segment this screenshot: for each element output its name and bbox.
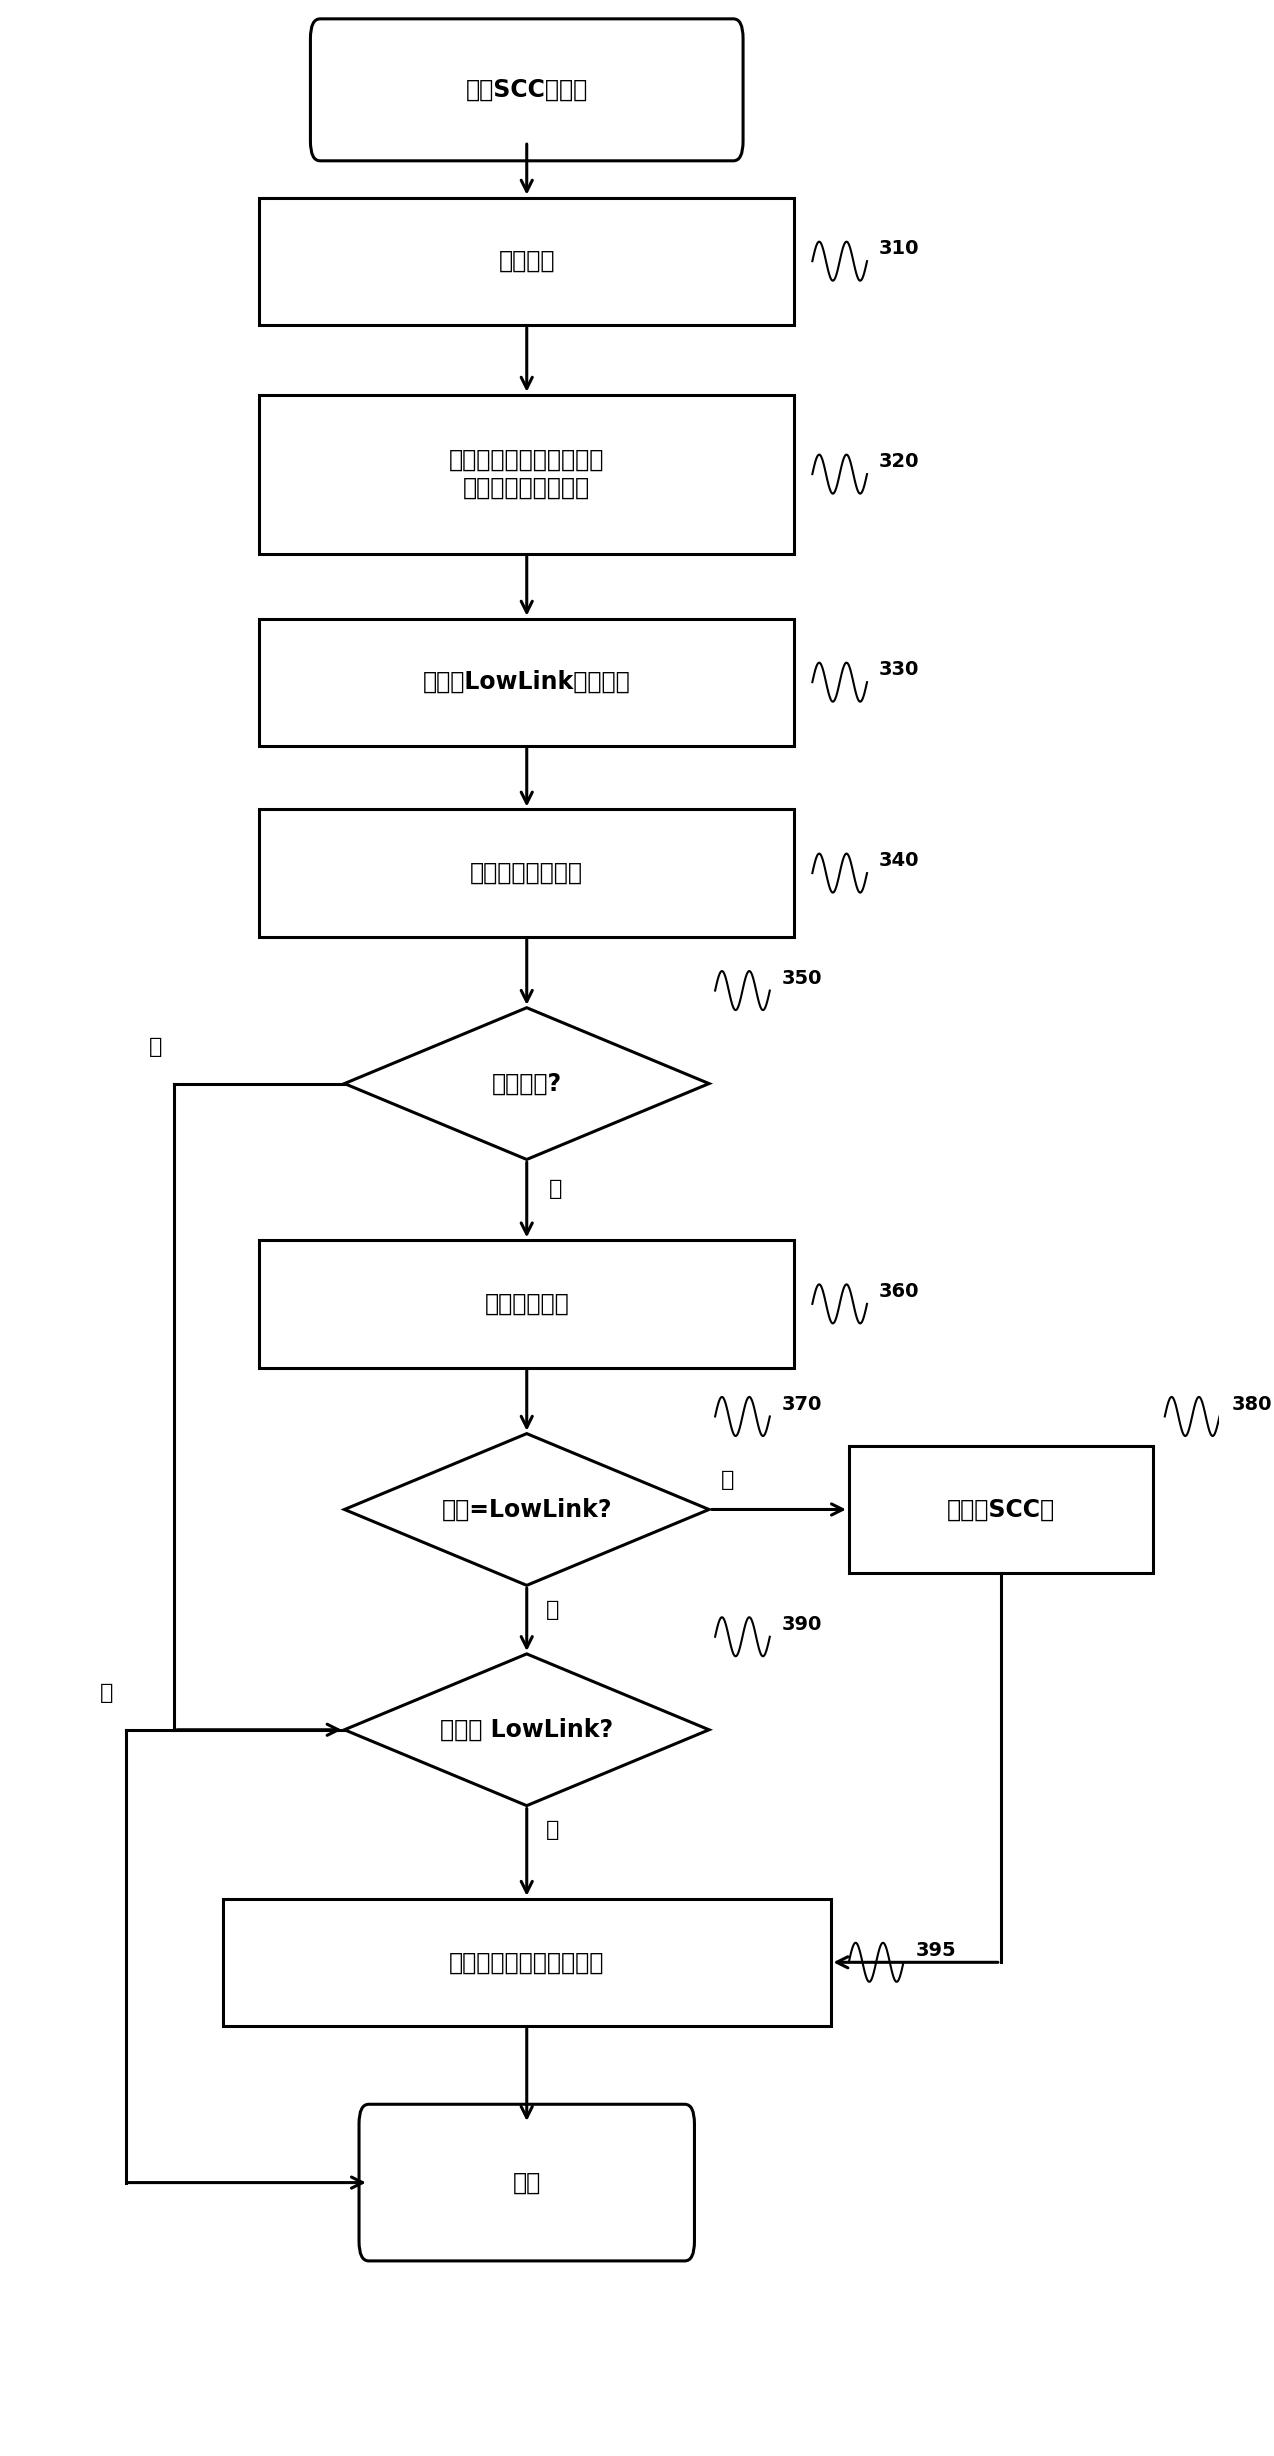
Text: 否: 否	[547, 1599, 559, 1621]
Bar	[848, 1447, 1153, 1574]
Text: 派生节点?: 派生节点?	[492, 1071, 562, 1095]
Text: 处理派生节点: 处理派生节点	[484, 1292, 569, 1316]
Text: 是: 是	[721, 1471, 735, 1491]
Polygon shape	[344, 1434, 710, 1587]
Text: 节点是SCC根: 节点是SCC根	[947, 1498, 1055, 1520]
Text: 将索引设置为下一个索引
（递增下一个索引）: 将索引设置为下一个索引 （递增下一个索引）	[448, 447, 604, 501]
Text: 索引=LowLink?: 索引=LowLink?	[442, 1498, 612, 1520]
Text: 完成: 完成	[512, 2171, 541, 2196]
Text: 340: 340	[879, 852, 920, 869]
Polygon shape	[344, 1007, 710, 1159]
Text: 弹出堆栈直到节点被弹出: 弹出堆栈直到节点被弹出	[448, 1950, 604, 1975]
Bar	[260, 619, 794, 747]
Bar	[223, 1898, 831, 2026]
Text: 395: 395	[916, 1940, 957, 1960]
FancyBboxPatch shape	[311, 20, 743, 160]
Text: 否: 否	[149, 1036, 162, 1056]
Text: 将节点推送入堆栈: 将节点推送入堆栈	[470, 862, 583, 884]
Text: 是: 是	[547, 1820, 559, 1840]
Text: 390: 390	[782, 1616, 822, 1633]
FancyBboxPatch shape	[359, 2105, 694, 2262]
Text: 是: 是	[549, 1179, 562, 1199]
Polygon shape	[344, 1653, 710, 1805]
Text: 380: 380	[1232, 1395, 1273, 1415]
Text: 310: 310	[879, 238, 920, 258]
Text: 330: 330	[879, 661, 920, 680]
Bar	[260, 810, 794, 936]
Text: 接收节点: 接收节点	[498, 248, 555, 273]
Bar	[260, 395, 794, 553]
Text: 370: 370	[782, 1395, 822, 1415]
Bar	[260, 1240, 794, 1368]
Bar	[260, 196, 794, 324]
Text: 320: 320	[879, 452, 920, 472]
Text: 否: 否	[101, 1682, 113, 1702]
Text: 初始化LowLink为无限大: 初始化LowLink为无限大	[423, 670, 631, 695]
Text: 360: 360	[879, 1282, 920, 1302]
Text: 索引＜ LowLink?: 索引＜ LowLink?	[441, 1717, 613, 1741]
Text: 标识SCC和入口: 标识SCC和入口	[465, 79, 587, 101]
Text: 350: 350	[782, 968, 823, 987]
